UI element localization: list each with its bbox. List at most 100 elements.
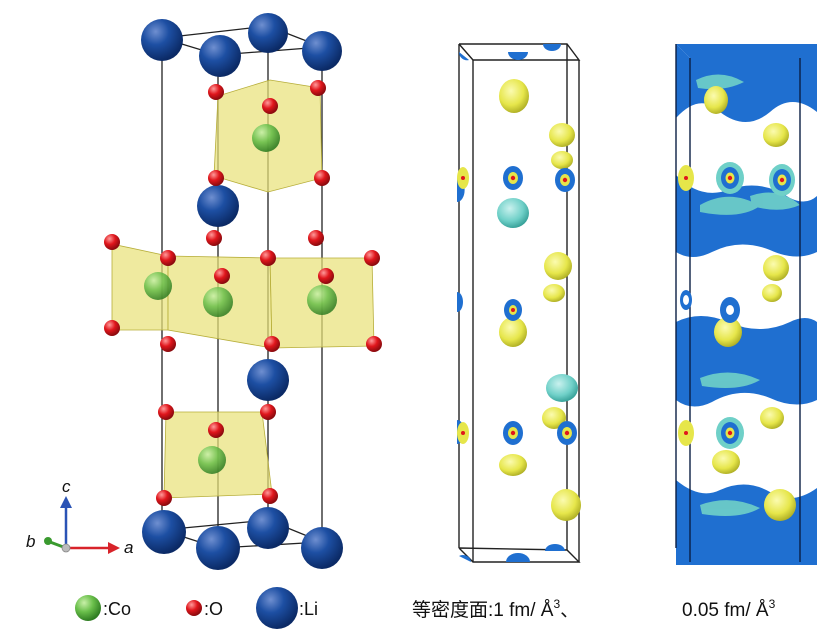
o-atom — [208, 422, 224, 438]
axis-a-label: a — [124, 538, 133, 557]
o-atom — [310, 80, 326, 96]
yellow-lobe — [714, 317, 742, 347]
co-atom — [252, 124, 280, 152]
isosurface-panel-1 — [457, 43, 581, 563]
yellow-lobe — [762, 284, 782, 302]
caption-level-1: 等密度面:1 fm/ Å — [412, 599, 554, 621]
o-atom — [314, 170, 330, 186]
ring-blob — [769, 164, 795, 196]
caption-level-2: 0.05 fm/ Å — [682, 600, 769, 621]
yellow-lobe — [551, 489, 581, 521]
axis-c-label: c — [62, 477, 71, 496]
panel-1-cyan-lobes — [497, 198, 578, 402]
o-atom — [208, 170, 224, 186]
legend-o-label: :O — [204, 599, 223, 619]
axis-b-label: b — [26, 532, 35, 551]
yellow-lobe — [544, 252, 572, 280]
li-atoms — [141, 13, 343, 570]
o-atom — [260, 250, 276, 266]
caption-sup-2: 3 — [769, 597, 776, 611]
co-atom — [198, 446, 226, 474]
o-atom — [366, 336, 382, 352]
yellow-lobe — [763, 123, 789, 147]
ring-blob — [504, 299, 522, 321]
o-atom — [156, 490, 172, 506]
panel-2-yellow-lobes — [704, 86, 796, 521]
o-atom — [206, 230, 222, 246]
ring-blob — [557, 421, 577, 445]
legend-co-swatch — [75, 595, 101, 621]
o-atom — [158, 404, 174, 420]
o-atom — [318, 268, 334, 284]
li-atom — [302, 31, 342, 71]
panel-2-cell-edges — [675, 44, 801, 562]
panel-2-mid-slab — [676, 316, 817, 407]
ring-blob — [555, 168, 575, 192]
li-atom — [247, 507, 289, 549]
o-atoms — [104, 80, 382, 506]
co-atom — [203, 287, 233, 317]
crystal-structure: c b a :Co :O :Li — [26, 13, 382, 629]
ring-blob — [678, 165, 694, 191]
yellow-lobe — [499, 454, 527, 476]
co-atoms — [144, 124, 337, 474]
panel-2-mid-slab — [676, 175, 817, 257]
isosurface-caption: 等密度面:1 fm/ Å3、 0.05 fm/ Å3 — [412, 597, 776, 621]
axis-indicator: c b a — [26, 477, 133, 557]
o-atom — [160, 250, 176, 266]
yellow-lobe — [499, 79, 529, 113]
legend-o-swatch — [186, 600, 202, 616]
legend-li-swatch — [256, 587, 298, 629]
o-atom — [208, 84, 224, 100]
panel-2-rings — [678, 162, 795, 449]
li-atom — [141, 19, 183, 61]
atom-legend: :Co :O :Li — [75, 587, 318, 629]
o-atom — [308, 230, 324, 246]
yellow-lobe — [704, 86, 728, 114]
o-atom — [260, 404, 276, 420]
panel-2-top-slab — [676, 44, 817, 58]
yellow-lobe — [549, 123, 575, 147]
ring-blob — [680, 290, 692, 310]
li-atom — [248, 13, 288, 53]
yellow-lobe — [764, 489, 796, 521]
cyan-lobe — [546, 374, 578, 402]
panel-1-rings — [457, 166, 577, 445]
isosurface-panel-2 — [675, 44, 817, 565]
yellow-lobe — [551, 151, 573, 169]
ring-blob — [720, 297, 740, 323]
li-atom — [199, 35, 241, 77]
co-atom — [144, 272, 172, 300]
legend-co-label: :Co — [103, 599, 131, 619]
yellow-lobe — [712, 450, 740, 474]
li-atom — [197, 185, 239, 227]
o-atom — [104, 234, 120, 250]
ring-blob — [457, 167, 469, 189]
li-atom — [196, 526, 240, 570]
ring-blob — [678, 420, 694, 446]
o-atom — [264, 336, 280, 352]
o-atom — [262, 488, 278, 504]
svg-text:0.05 fm/ Å3: 0.05 fm/ Å3 — [682, 597, 776, 621]
li-atom — [142, 510, 186, 554]
co-atom — [307, 285, 337, 315]
o-atom — [262, 98, 278, 114]
cyan-lobe — [497, 198, 529, 228]
o-atom — [160, 336, 176, 352]
o-atom — [214, 268, 230, 284]
yellow-lobe — [760, 407, 784, 429]
li-atom — [301, 527, 343, 569]
ring-blob — [503, 166, 523, 190]
panel-1-yellow-lobes — [499, 79, 581, 521]
ring-blob — [716, 417, 744, 449]
ring-blob — [503, 421, 523, 445]
yellow-lobe — [542, 407, 566, 429]
caption-sup-1: 3 — [553, 597, 560, 611]
caption-separator: 、 — [560, 600, 579, 621]
yellow-lobe — [499, 317, 527, 347]
yellow-lobe — [763, 255, 789, 281]
o-atom — [104, 320, 120, 336]
svg-text:等密度面:1 fm/ Å3、: 等密度面:1 fm/ Å3、 — [412, 597, 579, 621]
li-atom — [247, 359, 289, 401]
